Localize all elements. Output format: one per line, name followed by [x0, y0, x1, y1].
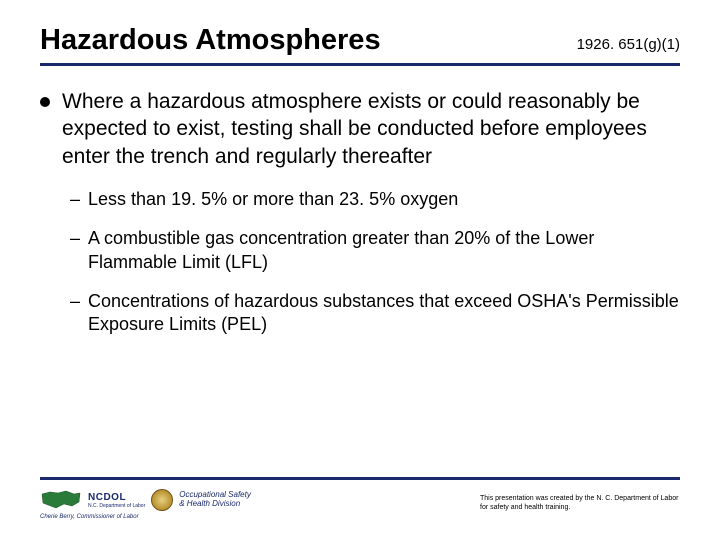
org-name: NCDOL	[88, 492, 126, 503]
sub-bullet-row: – Concentrations of hazardous substances…	[70, 290, 680, 337]
attribution-text: This presentation was created by the N. …	[480, 494, 680, 512]
division-label: Occupational Safety & Health Division	[179, 491, 251, 509]
bullet-icon	[40, 97, 50, 107]
dash-icon: –	[70, 188, 80, 211]
commissioner-label: Cherie Berry, Commissioner of Labor	[40, 514, 251, 520]
footer-divider	[40, 477, 680, 480]
regulation-reference: 1926. 651(g)(1)	[577, 36, 680, 53]
sub-bullet-row: – Less than 19. 5% or more than 23. 5% o…	[70, 188, 680, 211]
logo-block: NCDOL N.C. Department of Labor Occupatio…	[40, 488, 251, 520]
footer-content: NCDOL N.C. Department of Labor Occupatio…	[40, 488, 680, 520]
dash-icon: –	[70, 290, 80, 313]
division-line2: & Health Division	[179, 500, 251, 509]
seal-icon	[151, 489, 173, 511]
ncdol-badge: NCDOL N.C. Department of Labor	[88, 492, 145, 509]
main-point-text: Where a hazardous atmosphere exists or c…	[62, 88, 680, 170]
nc-state-icon	[40, 488, 82, 512]
logo-area: NCDOL N.C. Department of Labor Occupatio…	[40, 488, 251, 512]
sub-point-text: A combustible gas concentration greater …	[88, 227, 680, 274]
slide-title: Hazardous Atmospheres	[40, 24, 381, 57]
sub-bullet-row: – A combustible gas concentration greate…	[70, 227, 680, 274]
org-subtitle: N.C. Department of Labor	[88, 503, 145, 509]
slide-container: Hazardous Atmospheres 1926. 651(g)(1) Wh…	[0, 0, 720, 540]
sub-point-text: Concentrations of hazardous substances t…	[88, 290, 680, 337]
main-bullet-row: Where a hazardous atmosphere exists or c…	[40, 88, 680, 170]
slide-footer: NCDOL N.C. Department of Labor Occupatio…	[40, 477, 680, 520]
sub-point-text: Less than 19. 5% or more than 23. 5% oxy…	[88, 188, 458, 211]
dash-icon: –	[70, 227, 80, 250]
slide-header: Hazardous Atmospheres 1926. 651(g)(1)	[40, 24, 680, 66]
